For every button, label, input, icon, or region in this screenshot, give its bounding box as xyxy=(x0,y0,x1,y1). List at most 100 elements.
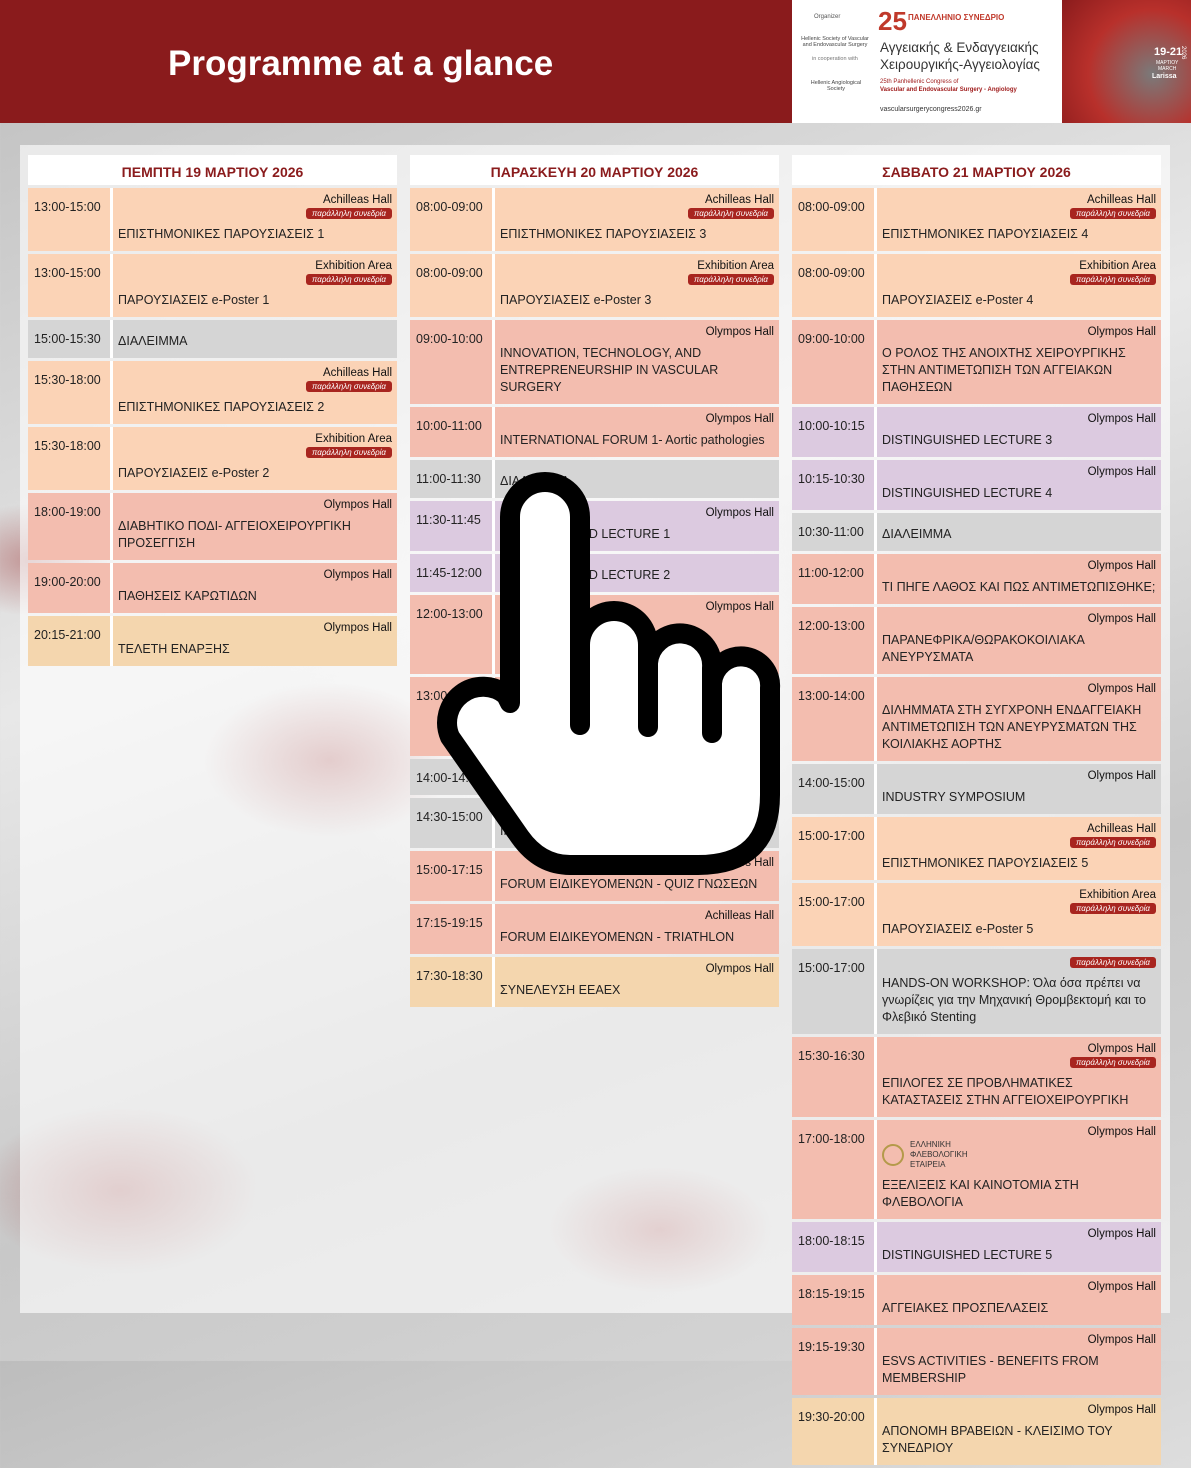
session: 10:00-11:00 Olympos Hall INTERNATIONAL FOR… xyxy=(410,407,779,457)
parallel-badge: παράλληλη συνεδρία xyxy=(306,447,392,458)
session-time: 17:30-18:30 xyxy=(416,969,483,983)
parallel-badge: παράλληλη συνεδρία xyxy=(1070,957,1156,968)
session-time: 11:00-12:00 xyxy=(798,566,864,580)
session-title: DISTINGUISHED LECTURE 2 xyxy=(500,568,671,582)
session-room: Achilleas Hall xyxy=(322,367,392,379)
session: 19:15-19:30 Olympos Hall ESVS ACTIVITIES -… xyxy=(792,1328,1161,1395)
session-content: Olympos Hall xyxy=(492,759,779,795)
session: 15:00-17:00 Exhibition Area παράλληλη συνε… xyxy=(792,883,1161,946)
session-room: Achilleas Hall xyxy=(704,194,774,206)
session-title: ΠΑΡΟΥΣΙΑΣΕΙΣ e-Poster 4 xyxy=(882,293,1034,307)
session: 15:30-16:30 Olympos Hall παράλληλη συνεδρί… xyxy=(792,1037,1161,1117)
parallel-badge: παράλληλη συνεδρία xyxy=(688,208,774,219)
session-room: Olympos Hall xyxy=(705,963,774,975)
session-title: ΤΙ ΠΗΓΕ ΛΑΘΟΣ ΚΑΙ ΠΩΣ ΑΝΤΙΜΕΤΩΠΙΣΘΗΚΕ; xyxy=(882,580,1156,594)
session-content: Olympos Hall ΤΙ ΠΗΓΕ ΛΑΘΟΣ ΚΑΙ ΠΩΣ ΑΝΤΙΜΕ… xyxy=(874,554,1161,604)
logo-icon xyxy=(882,1144,904,1166)
session-content: Olympos Hall ΔΙΑΒΗΤΙΚΟ ΠΟΔΙ- ΑΓΓΕΙΟΧΕΙΡΟΥ… xyxy=(110,493,397,560)
parallel-badge: παράλληλη συνεδρία xyxy=(1070,1057,1156,1068)
session-room: Olympos Hall xyxy=(1087,466,1156,478)
session-content: Achilleas Hall παράλληλη συνεδρία ΕΠΙΣΤΗΜΟ… xyxy=(874,188,1161,251)
session-title: Ο ΡΟΛΟΣ ΤΗΣ ΑΝΟΙΧΤΗΣ ΧΕΙΡΟΥΡΓΙΚΗΣ ΣΤΗΝ Α… xyxy=(882,346,1126,394)
session-time: 08:00-09:00 xyxy=(416,266,483,280)
session-room: Exhibition Area xyxy=(1079,260,1156,272)
session-title: INDUSTRY SYMPOSIUM xyxy=(500,824,644,838)
session: 10:30-11:00 ΔΙΑΛΕΙΜΜΑ xyxy=(792,513,1161,551)
session-title: HANDS-ON WORKSHOP: Όλα όσα πρέπει να γνω… xyxy=(882,976,1146,1024)
logo-text: ΠΑΝΕΛΛΗΝΙΟ ΣΥΝΕΔΡΙΟ xyxy=(908,13,1005,22)
session-time: 17:15-19:15 xyxy=(416,916,483,930)
session-content: Olympos Hall INTERNATIONAL FORUM 1- Aorti… xyxy=(492,407,779,457)
session-time: 08:00-09:00 xyxy=(798,266,865,280)
session: 15:00-17:15 Olympos Hall FORUM ΕΙΔΙΚΕΥΟΜΕΝ… xyxy=(410,851,779,901)
session-content: Olympos Hall INDUSTRY SYMPOSIUM xyxy=(492,798,779,848)
day-column: ΣΑΒΒΑΤΟ 21 ΜΑΡΤΙΟΥ 2026 08:00-09:00 Achill… xyxy=(792,155,1161,1468)
session-room: Olympos Hall xyxy=(1087,1281,1156,1293)
session-room: Olympos Hall xyxy=(1087,1126,1156,1138)
session: 14:00-14:30 Olympos Hall xyxy=(410,759,779,795)
session: 13:00-15:00 Exhibition Area παράλληλη συνε… xyxy=(28,254,397,317)
session-content: Olympos Hall Ο ΡΟΛΟΣ ΤΗΣ ΑΝΟΙΧΤΗΣ ΧΕΙΡΟΥΡ… xyxy=(874,320,1161,404)
session-room: Achilleas Hall xyxy=(1086,823,1156,835)
session-title: ΣΥΝΕΛΕΥΣΗ ΕΕΑΕΧ xyxy=(500,983,621,997)
session-room: Achilleas Hall xyxy=(1086,194,1156,206)
session-title: ΔΙΑΛΕΙΜΜΑ xyxy=(882,527,952,541)
session-content: Olympos Hall INDUSTRY SYMPOSIUM xyxy=(874,764,1161,814)
session-time: 08:00-09:00 xyxy=(416,200,483,214)
session-content: DISTINGUISHED LECTURE 2 xyxy=(492,554,779,592)
session-title: ΠΑΡΑΝΕΦΡΙΚΑ/ΘΩΡΑΚΟΚΟΙΛΙΑΚΑ ΑΝΕΥΡΥΣΜΑΤΑ xyxy=(882,633,1085,664)
session-time: 13:00-14:00 xyxy=(416,689,483,703)
session-content: Exhibition Area παράλληλη συνεδρία ΠΑΡΟΥΣΙ… xyxy=(874,254,1161,317)
session-time: 13:00-15:00 xyxy=(34,200,101,214)
session-title: ΕΠΙΛΟΓΕΣ ΣΕ ΠΡΟΒΛΗΜΑΤΙΚΕΣ ΚΑΤΑΣΤΑΣΕΙΣ ΣΤ… xyxy=(882,1076,1129,1107)
session-content: ΔΙΑΛΕΙΜΜΑ xyxy=(492,460,779,498)
session-room: Olympos Hall xyxy=(323,622,392,634)
session-title: INTERNATIONAL FORUM 1- Aortic pathologie… xyxy=(500,433,765,447)
session-content: Olympos Hall xyxy=(492,595,779,674)
session-time: 20:15-21:00 xyxy=(34,628,101,642)
session: 17:15-19:15 Achilleas Hall FORUM ΕΙΔΙΚΕΥΟΜ… xyxy=(410,904,779,954)
session-time: 18:00-18:15 xyxy=(798,1234,865,1248)
parallel-badge: παράλληλη συνεδρία xyxy=(306,381,392,392)
session-title: FORUM ΕΙΔΙΚΕΥΟΜΕΝΩΝ - TRIATHLON xyxy=(500,930,735,944)
session: 10:15-10:30 Olympos Hall DISTINGUISHED LEC… xyxy=(792,460,1161,510)
session-title: ΕΠΙΣΤΗΜΟΝΙΚΕΣ ΠΑΡΟΥΣΙΑΣΕΙΣ 3 xyxy=(500,227,707,241)
session-title: ΕΠΙΣΤΗΜΟΝΙΚΕΣ ΠΑΡΟΥΣΙΑΣΕΙΣ 2 xyxy=(118,400,325,414)
session-room: Olympos Hall xyxy=(705,765,774,777)
logo-text: in cooperation with xyxy=(812,56,858,62)
session: 12:00-13:00 Olympos Hall xyxy=(410,595,779,674)
session-room: Olympos Hall xyxy=(1087,613,1156,625)
session-title: ΠΑΘΗΣΕΙΣ ΚΑΡΩΤΙΔΩΝ xyxy=(118,589,257,603)
parallel-badge: παράλληλη συνεδρία xyxy=(688,274,774,285)
session-content: Olympos Hall INNOVATION, TECHNOLOGY, AND … xyxy=(492,320,779,404)
session: 11:30-11:45 Olympos Hall DISTINGUISHED LEC… xyxy=(410,501,779,551)
logo-date: 19-21 xyxy=(1154,46,1183,58)
session-time: 11:00-11:30 xyxy=(416,472,481,486)
session-room: Olympos Hall xyxy=(1087,770,1156,782)
session: 15:00-17:00 παράλληλη συνεδρία HANDS-ON WO… xyxy=(792,949,1161,1034)
session-time: 12:00-13:00 xyxy=(798,619,865,633)
logo-text: Χειρουργικής-Αγγειολογίας xyxy=(880,57,1040,72)
session-title: ΠΑΡΟΥΣΙΑΣΕΙΣ e-Poster 5 xyxy=(882,922,1034,936)
session-title: ΠΑΡΟΥΣΙΑΣΕΙΣ e-Poster 3 xyxy=(500,293,652,307)
session-time: 15:30-18:00 xyxy=(34,439,101,453)
day-title: ΣΑΒΒΑΤΟ 21 ΜΑΡΤΙΟΥ 2026 xyxy=(792,155,1161,185)
session-room: Olympos Hall xyxy=(705,601,774,613)
session-room: Exhibition Area xyxy=(315,433,392,445)
session-room: Olympos Hall xyxy=(1087,1043,1156,1055)
parallel-badge: παράλληλη συνεδρία xyxy=(1070,903,1156,914)
session-title: ΕΠΙΣΤΗΜΟΝΙΚΕΣ ΠΑΡΟΥΣΙΑΣΕΙΣ 5 xyxy=(882,856,1089,870)
day-column: ΠΑΡΑΣΚΕΥΗ 20 ΜΑΡΤΙΟΥ 2026 08:00-09:00 Achi… xyxy=(410,155,779,1010)
session-content: Olympos Hall DISTINGUISHED LECTURE 3 xyxy=(874,407,1161,457)
session: 15:00-15:30 ΔΙΑΛΕΙΜΜΑ xyxy=(28,320,397,358)
day-title: ΠΕΜΠΤΗ 19 ΜΑΡΤΙΟΥ 2026 xyxy=(28,155,397,185)
session: 11:45-12:00 DISTINGUISHED LECTURE 2 xyxy=(410,554,779,592)
session-title: ΑΠΟΝΟΜΗ ΒΡΑΒΕΙΩΝ - ΚΛΕΙΣΙΜΟ ΤΟΥ ΣΥΝΕΔΡΙΟ… xyxy=(882,1424,1113,1455)
session-title: INNOVATION, TECHNOLOGY, AND ENTREPRENEUR… xyxy=(500,346,719,394)
session: 14:00-15:00 Olympos Hall INDUSTRY SYMPOSIU… xyxy=(792,764,1161,814)
session-time: 10:00-11:00 xyxy=(416,419,482,433)
session-time: 09:00-10:00 xyxy=(798,332,865,346)
session-content: Exhibition Area παράλληλη συνεδρία ΠΑΡΟΥΣΙ… xyxy=(110,254,397,317)
session: 18:00-19:00 Olympos Hall ΔΙΑΒΗΤΙΚΟ ΠΟΔΙ- Α… xyxy=(28,493,397,560)
